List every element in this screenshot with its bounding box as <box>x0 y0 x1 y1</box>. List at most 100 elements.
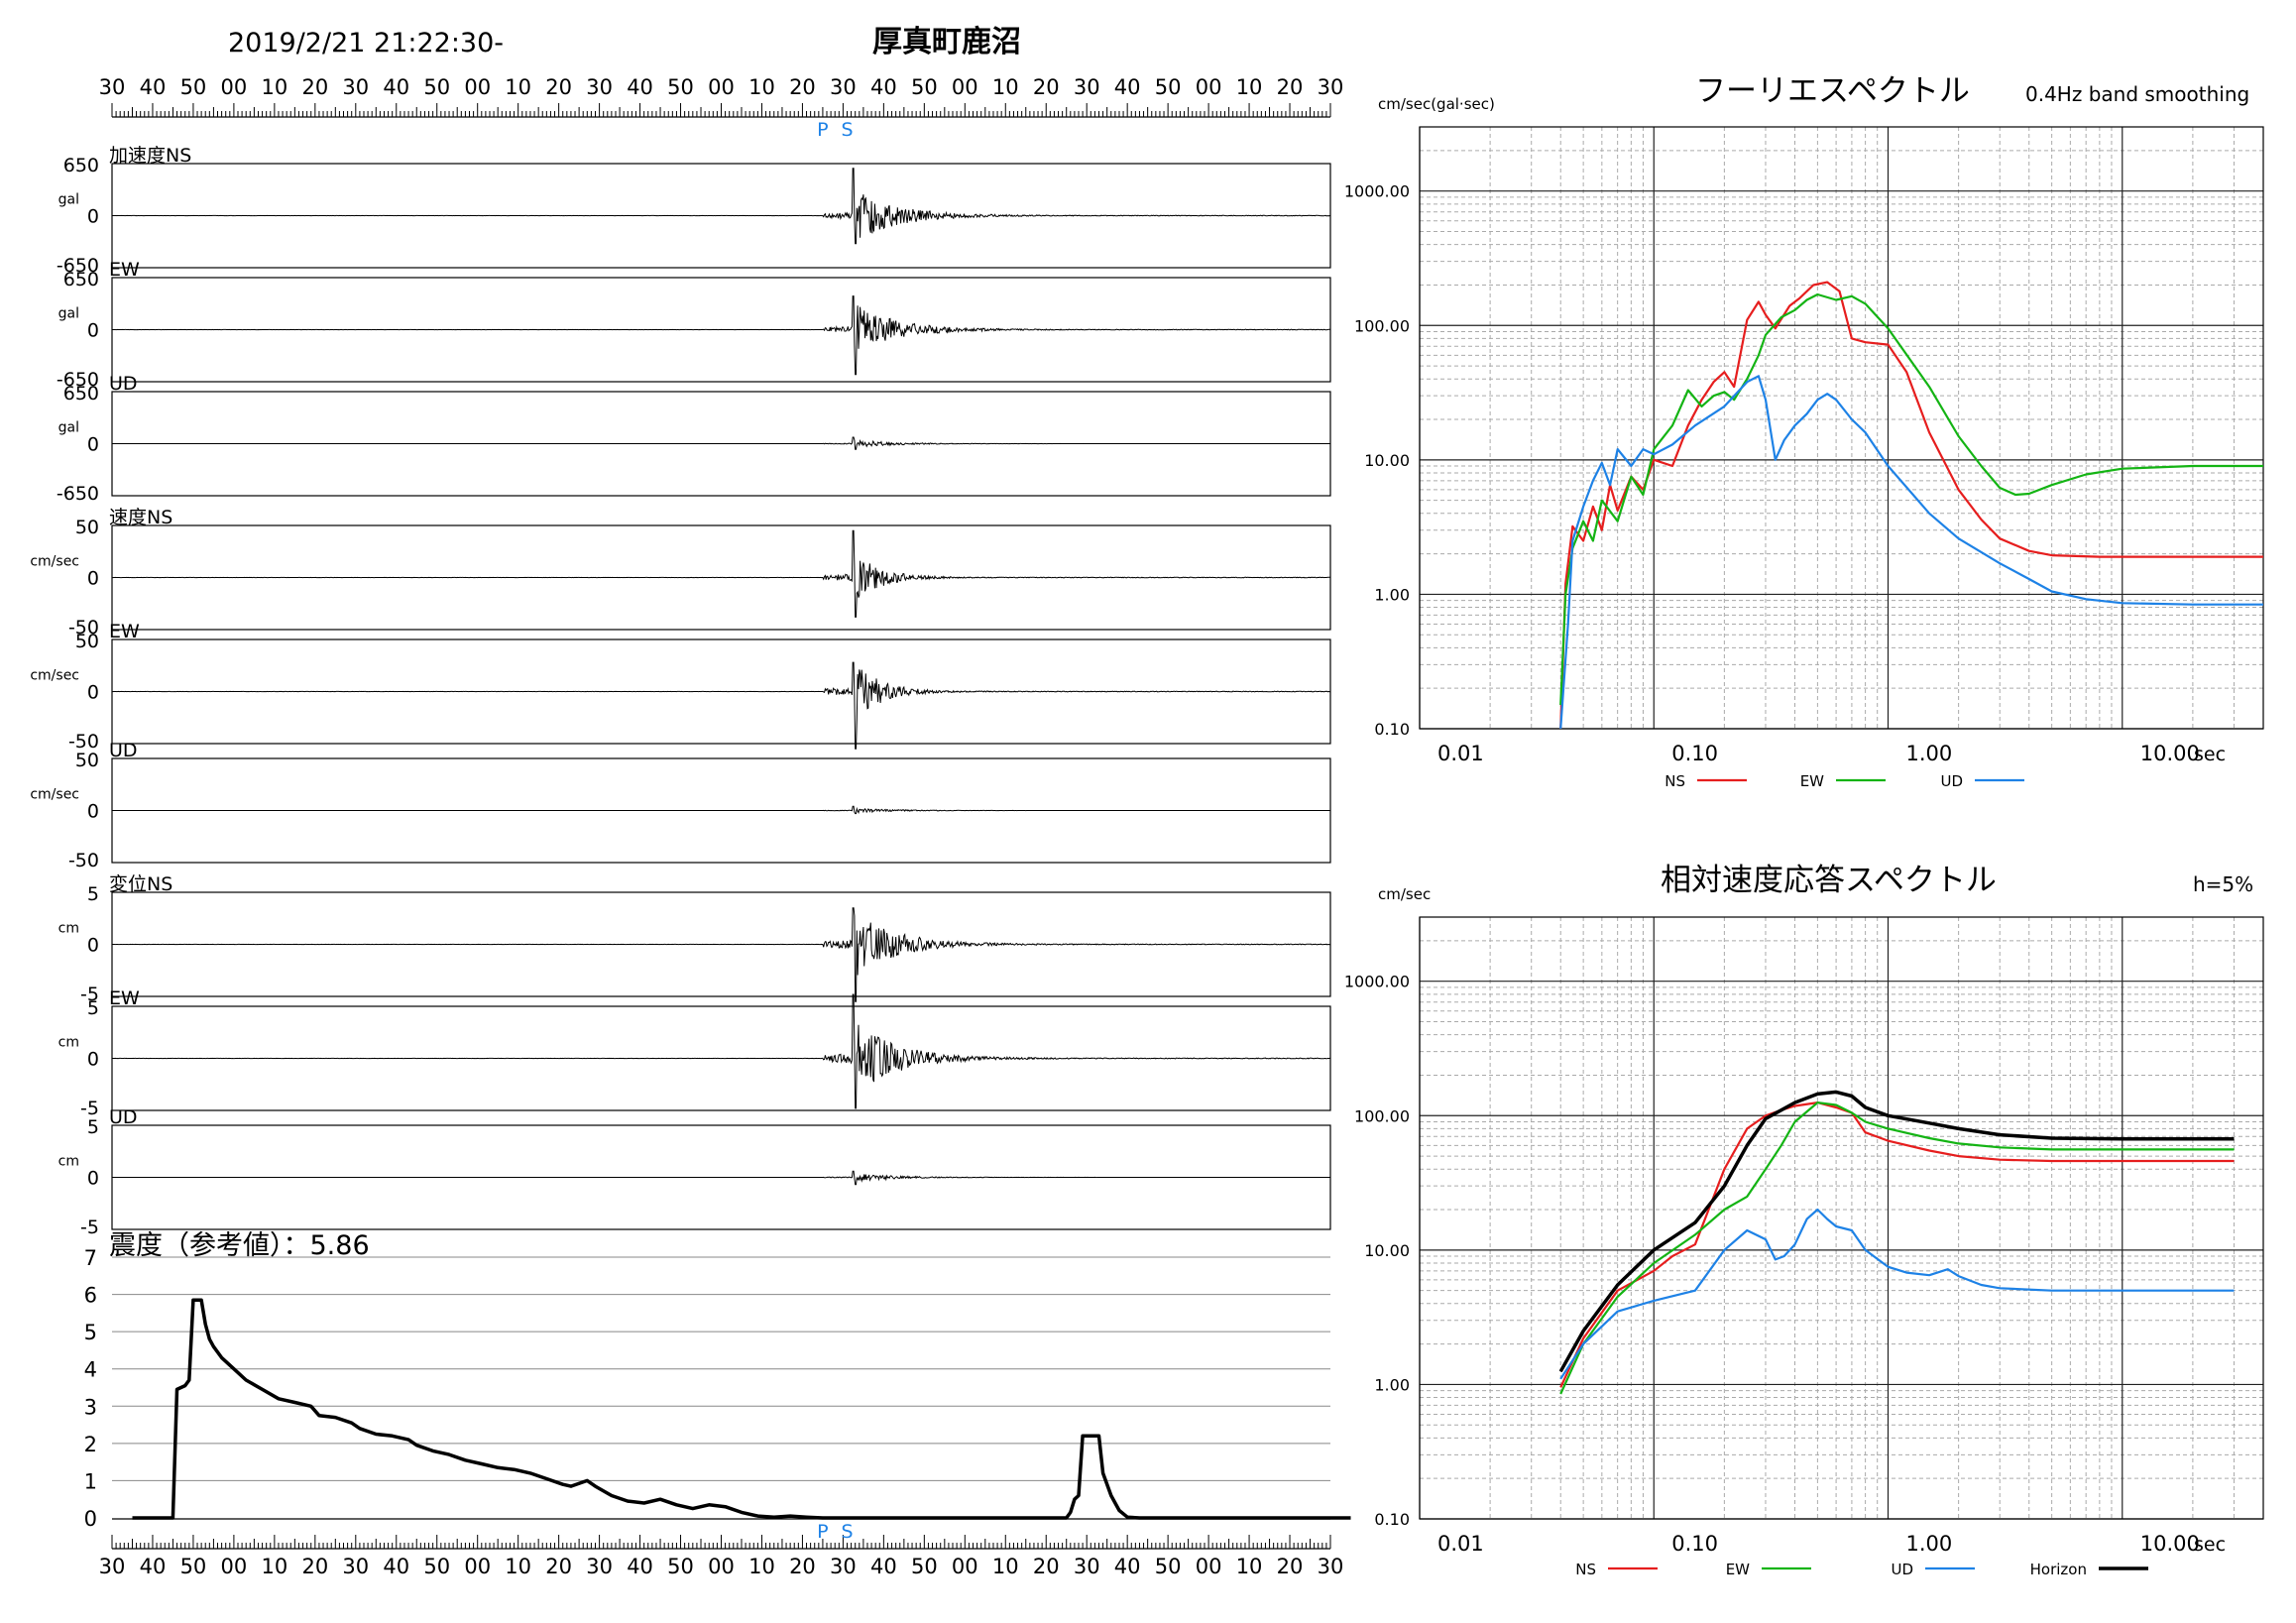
waveform-label: 速度NS <box>109 507 172 528</box>
y-min-label: -650 <box>57 369 99 391</box>
unit-label: gal <box>58 192 79 208</box>
x-tick-label: 1.00 <box>1906 1532 1953 1556</box>
time-tick-label: 00 <box>952 1555 978 1578</box>
intensity-y-tick-label: 4 <box>84 1358 97 1382</box>
time-tick-label: 10 <box>748 1555 775 1578</box>
y-zero-label: 0 <box>87 935 99 957</box>
x-tick-label: 0.01 <box>1437 1532 1484 1556</box>
time-tick-label: 50 <box>1155 1555 1182 1578</box>
intensity-y-tick-label: 2 <box>84 1433 97 1456</box>
y-zero-label: 0 <box>87 801 99 823</box>
x-tick-label: 0.01 <box>1437 742 1484 765</box>
time-tick-label: 10 <box>1236 75 1263 99</box>
waveform-label: EW <box>109 259 140 281</box>
time-tick-label: 30 <box>1074 1555 1100 1578</box>
intensity-title: 震度（参考値）：5.86 <box>109 1230 370 1261</box>
intensity-y-tick-label: 7 <box>84 1246 97 1270</box>
time-tick-label: 50 <box>667 75 694 99</box>
spectrum-line-ud <box>1559 1208 2235 1380</box>
x-tick-label: 10.00 <box>2140 1532 2200 1556</box>
waveform-panel: UD 50 0 -50 cm/sec <box>30 740 1331 871</box>
y-tick-label: 10.00 <box>1364 1241 1410 1260</box>
y-tick-label: 1.00 <box>1374 1375 1410 1394</box>
time-tick-label: 10 <box>992 75 1019 99</box>
time-tick-label: 40 <box>870 1555 897 1578</box>
y-zero-label: 0 <box>87 1168 99 1190</box>
waveform-trace <box>111 661 1331 750</box>
legend-label-ew: EW <box>1726 1561 1750 1578</box>
time-tick-label: 20 <box>1277 75 1304 99</box>
y-max-label: 5 <box>87 997 99 1019</box>
fourier-title: フーリエスペクトル <box>1695 73 1970 109</box>
time-tick-label: 20 <box>789 1555 816 1578</box>
time-tick-label: 10 <box>261 75 287 99</box>
waveform-panel: EW 5 0 -5 cm <box>58 987 1331 1119</box>
time-axis-top: 30 40 50 00 10 20 30 40 50 00 10 20 30 40 50 00 10 20 30 40… <box>99 75 1344 141</box>
station-name: 厚真町鹿沼 <box>872 25 1021 59</box>
response-subtitle: h=5% <box>2193 872 2253 896</box>
spectrum-line-ns <box>1559 1101 2235 1388</box>
waveform-label: EW <box>109 621 140 642</box>
y-tick-label: 10.00 <box>1364 451 1410 470</box>
waveform-trace <box>112 805 1330 815</box>
intensity-y-tick-label: 6 <box>84 1284 97 1308</box>
y-zero-label: 0 <box>87 434 99 456</box>
legend-label-ew: EW <box>1800 772 1824 790</box>
y-min-label: -650 <box>57 255 99 277</box>
intensity-y-tick-label: 0 <box>84 1507 97 1531</box>
time-tick-label: 00 <box>464 1555 491 1578</box>
x-tick-label: 10.00 <box>2140 742 2200 765</box>
time-tick-label: 10 <box>1236 1555 1263 1578</box>
legend-label-ud: UD <box>1891 1561 1913 1578</box>
time-tick-label: 20 <box>1033 1555 1060 1578</box>
y-min-label: -50 <box>68 617 99 638</box>
y-zero-label: 0 <box>87 1049 99 1071</box>
spectrum-line-ew <box>1559 1101 2235 1395</box>
waveform-label: UD <box>109 1106 138 1128</box>
y-tick-label: 1.00 <box>1374 585 1410 604</box>
waveform-panel: EW 650 0 -650 gal <box>57 259 1331 391</box>
intensity-y-tick-label: 1 <box>84 1469 97 1493</box>
unit-label: cm/sec <box>30 554 79 570</box>
time-tick-label: 50 <box>911 1555 938 1578</box>
x-tick-label: 0.10 <box>1671 742 1718 765</box>
y-tick-label: 1000.00 <box>1344 973 1410 991</box>
waveform-label: 変位NS <box>109 873 172 895</box>
time-tick-label: 10 <box>992 1555 1019 1578</box>
legend-label-horizon: Horizon <box>2030 1561 2087 1578</box>
unit-label: cm <box>58 921 79 937</box>
time-tick-label: 10 <box>261 1555 287 1578</box>
time-tick-label: 20 <box>1033 75 1060 99</box>
y-zero-label: 0 <box>87 568 99 590</box>
y-min-label: -650 <box>57 483 99 505</box>
time-tick-label: 50 <box>423 75 450 99</box>
time-tick-label: 30 <box>99 1555 126 1578</box>
time-tick-label: 50 <box>180 1555 207 1578</box>
time-tick-label: 30 <box>1318 75 1344 99</box>
x-tick-label: 1.00 <box>1906 742 1953 765</box>
y-tick-label: 100.00 <box>1354 1106 1410 1125</box>
time-tick-label: 50 <box>423 1555 450 1578</box>
waveform-panels: 加速度NS 650 0 -650 gal EW 650 0 -650 gal UD 650 0 -650 g… <box>30 145 1331 1238</box>
waveform-trace <box>111 168 1331 245</box>
time-tick-label: 40 <box>1114 75 1141 99</box>
x-unit-label: sec <box>2194 744 2226 765</box>
waveform-trace <box>111 907 1331 1002</box>
time-tick-label: 40 <box>383 75 409 99</box>
time-tick-label: 30 <box>99 75 126 99</box>
y-zero-label: 0 <box>87 682 99 704</box>
unit-label: cm <box>58 1154 79 1170</box>
waveform-panel: EW 50 0 -50 cm/sec <box>30 621 1331 753</box>
time-tick-label: 20 <box>545 75 572 99</box>
time-tick-label: 30 <box>342 1555 369 1578</box>
unit-label: cm/sec <box>30 787 79 803</box>
y-zero-label: 0 <box>87 206 99 228</box>
waveform-trace <box>111 529 1330 618</box>
y-max-label: 50 <box>75 631 99 652</box>
intensity-chart: 震度（参考値）：5.86 0 1 2 3 4 5 6 7 <box>84 1230 1351 1531</box>
time-tick-label: 30 <box>342 75 369 99</box>
time-tick-label: 00 <box>221 1555 248 1578</box>
time-tick-label: 40 <box>627 1555 653 1578</box>
legend-label-ns: NS <box>1575 1561 1596 1578</box>
